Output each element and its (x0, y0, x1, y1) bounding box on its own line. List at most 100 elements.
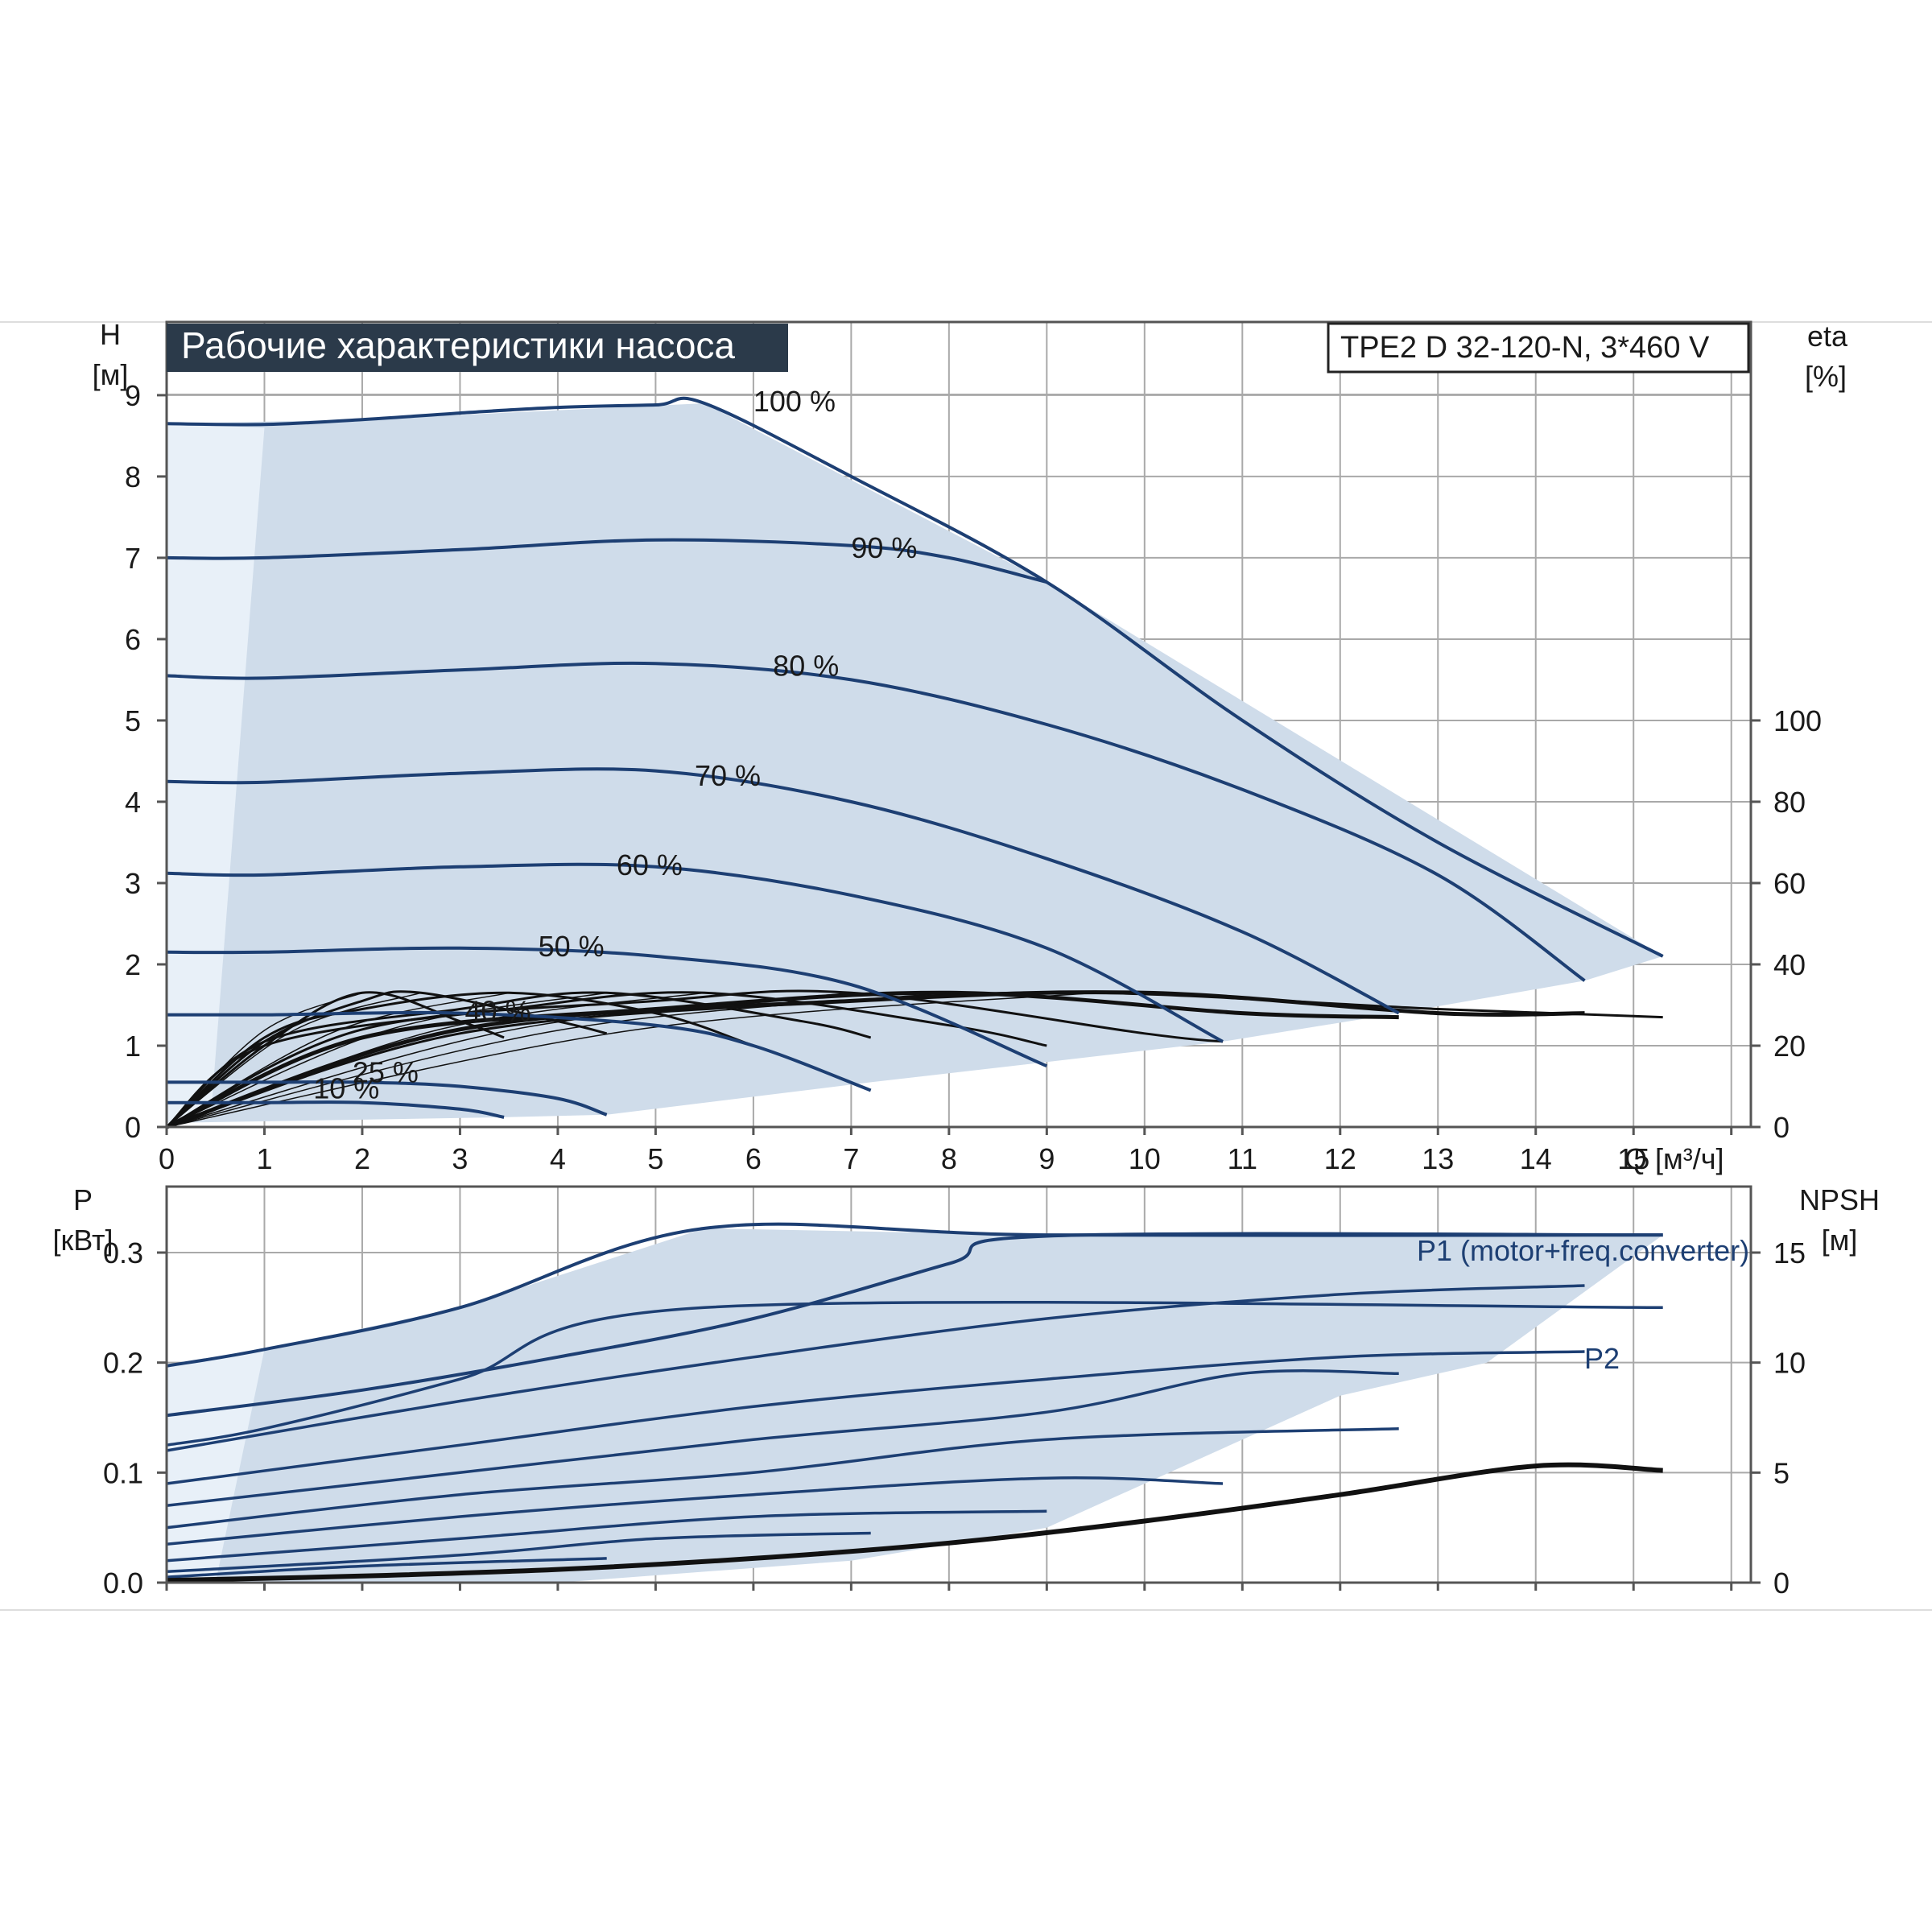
power-curve (166, 1476, 1224, 1546)
y-tick-label: 2 (125, 948, 141, 981)
y2-tick-label: 20 (1773, 1030, 1806, 1063)
upper-plot-frame (165, 320, 1752, 1129)
speed-label: 50 % (539, 930, 605, 963)
efficiency-curve (165, 991, 754, 1129)
power-curve (166, 1284, 1585, 1452)
p1-label: P1 (motor+freq.converter) (1417, 1234, 1749, 1267)
x-tick-label: 8 (941, 1142, 957, 1175)
speed-label: 70 % (695, 759, 761, 792)
y-tick-label: 4 (125, 786, 141, 819)
npsh-tick-label: 10 (1773, 1347, 1806, 1380)
npsh-tick-label: 5 (1773, 1456, 1790, 1489)
speed-label: 60 % (617, 848, 683, 881)
npsh-curve (166, 1462, 1663, 1583)
efficiency-curve (166, 991, 872, 1129)
y2-tick-label: 100 (1773, 704, 1822, 737)
x-tick-label: 1 (256, 1142, 272, 1175)
model-label: TPE2 D 32-120-N, 3*460 V (1340, 331, 1710, 365)
y-tick-label: 1 (125, 1030, 141, 1063)
efficiency-guide (166, 992, 422, 1128)
operating-range-area (167, 403, 1663, 1123)
y2-axis-label: eta (1807, 320, 1848, 353)
head-curve (166, 767, 1400, 1015)
power-range-area (167, 1228, 1663, 1583)
head-curve (166, 661, 1586, 982)
x-tick-label: 4 (550, 1142, 566, 1175)
lower-tick-labels: 0.0 0.1 0.2 0.3 0 5 10 15 (103, 1236, 1806, 1600)
x-tick-label: 13 (1422, 1142, 1454, 1175)
p-tick-label: 0.3 (103, 1236, 143, 1269)
speed-label: 10 % (313, 1072, 379, 1105)
y-tick-label: 8 (125, 460, 141, 493)
power-curve (166, 1300, 1663, 1447)
y2-tick-label: 0 (1773, 1111, 1790, 1144)
y-tick-label: 6 (125, 623, 141, 656)
npsh-tick-label: 15 (1773, 1236, 1806, 1269)
npsh-axis-label: NPSH (1799, 1183, 1880, 1216)
head-curve (167, 1080, 608, 1117)
p-axis-unit: [кВт] (52, 1224, 113, 1257)
chart-title: Рабочие характеристики насоса (181, 324, 735, 366)
upper-tick-labels: 0 1 2 3 4 5 6 7 8 9 10 11 12 13 14 15012345678902040608… (125, 379, 1822, 1175)
head-curves (166, 396, 1664, 1119)
p-tick-label: 0.1 (103, 1456, 143, 1489)
npsh-line (166, 1462, 1663, 1583)
p-axis-label: P (73, 1183, 93, 1216)
title-box (167, 324, 788, 372)
power-curve (166, 1557, 607, 1579)
x-tick-label: 10 (1129, 1142, 1161, 1175)
speed-label: 90 % (851, 531, 917, 564)
npsh-tick-label: 0 (1773, 1567, 1790, 1600)
x-tick-label: 2 (354, 1142, 370, 1175)
x-axis-label: Q [м³/ч] (1624, 1142, 1724, 1175)
y-tick-label: 0 (125, 1111, 141, 1144)
power-curve (166, 1426, 1399, 1530)
head-curve (166, 862, 1224, 1043)
head-curve (167, 1100, 505, 1119)
y-tick-label: 3 (125, 867, 141, 900)
head-curve (166, 396, 1664, 958)
x-tick-label: 15 (1617, 1142, 1649, 1175)
y-tick-label: 5 (125, 704, 141, 737)
power-curve (166, 1509, 1047, 1563)
speed-label: 25 % (353, 1055, 419, 1088)
speed-labels: 100 % 90 % 80 % 70 % 60 % 50 %40 % 25 %10 % (313, 385, 917, 1105)
x-tick-label: 9 (1038, 1142, 1055, 1175)
x-tick-label: 3 (452, 1142, 468, 1175)
speed-label: 80 % (773, 649, 839, 682)
head-curve (166, 946, 1048, 1068)
efficiency-curve (166, 991, 1663, 1129)
low-flow-area (167, 423, 265, 1123)
y2-tick-label: 40 (1773, 948, 1806, 981)
lower-plot-frame (165, 1185, 1752, 1584)
speed-label: 100 % (753, 385, 836, 418)
x-tick-label: 14 (1520, 1142, 1552, 1175)
npsh-axis-unit: [м] (1822, 1224, 1858, 1257)
x-tick-label: 12 (1324, 1142, 1356, 1175)
p2-label: P2 (1584, 1342, 1620, 1375)
x-tick-label: 6 (745, 1142, 762, 1175)
y-tick-label: 7 (125, 542, 141, 575)
speed-label: 40 % (465, 995, 531, 1028)
p-tick-label: 0.0 (103, 1567, 143, 1600)
y2-tick-label: 60 (1773, 867, 1806, 900)
head-curve (166, 1010, 872, 1092)
y2-axis-unit: [%] (1805, 360, 1847, 393)
y-axis-label: H (100, 318, 121, 351)
power-curve (166, 1350, 1585, 1485)
efficiency-curve (166, 991, 1047, 1129)
y-axis-unit: [м] (93, 358, 129, 391)
p-tick-label: 0.2 (103, 1347, 143, 1380)
x-tick-label: 0 (159, 1142, 175, 1175)
x-tick-label: 5 (647, 1142, 663, 1175)
upper-envelope (167, 403, 1663, 1123)
power-curves (166, 1222, 1663, 1579)
efficiency-curve (166, 989, 1224, 1129)
power-curve (166, 1232, 1663, 1418)
x-tick-label: 7 (843, 1142, 859, 1175)
power-curve (166, 1369, 1399, 1508)
x-tick-label: 11 (1228, 1142, 1257, 1175)
power-curve (166, 1531, 871, 1574)
efficiency-guide (166, 992, 363, 1128)
